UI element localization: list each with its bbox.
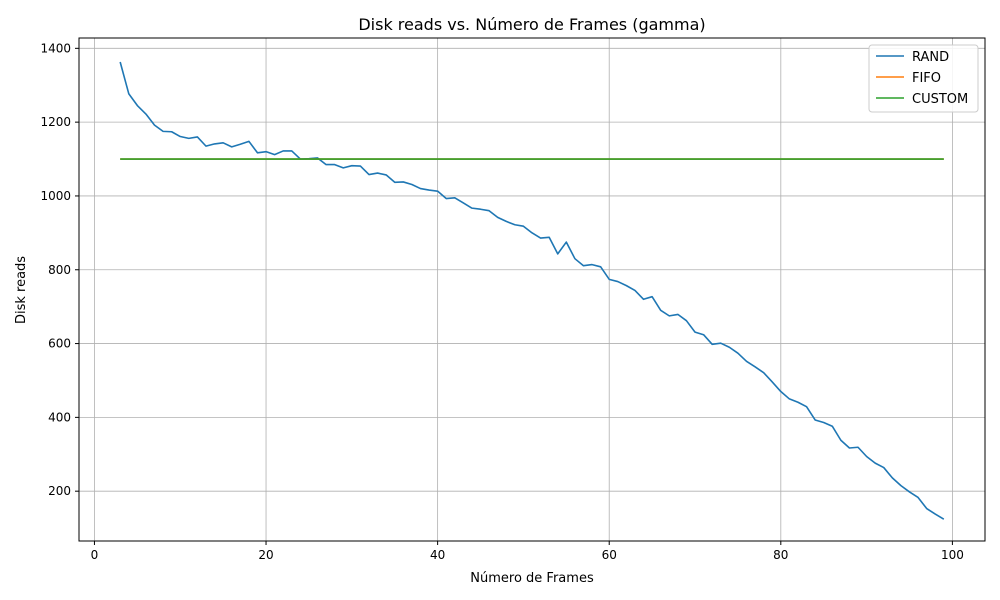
legend-label-fifo: FIFO [912, 71, 941, 86]
x-tick-label: 0 [91, 548, 99, 562]
x-tick-label: 20 [258, 548, 273, 562]
axis-ticks: 0 20 40 60 80 100 200 400 600 800 1000 1200 1400 [40, 41, 963, 562]
legend: RAND FIFO CUSTOM [868, 44, 979, 113]
y-tick-label: 200 [48, 484, 71, 498]
x-tick-label: 80 [773, 548, 788, 562]
legend-label-custom: CUSTOM [912, 92, 968, 107]
y-tick-label: 800 [48, 263, 71, 277]
y-tick-label: 600 [48, 337, 71, 351]
x-tick-label: 100 [941, 548, 964, 562]
series-lines [119, 61, 945, 520]
chart-title: Disk reads vs. Número de Frames (gamma) [358, 15, 705, 34]
y-tick-label: 400 [48, 410, 71, 424]
y-tick-label: 1000 [40, 189, 71, 203]
x-axis-title: Número de Frames [470, 571, 594, 586]
y-axis-title: Disk reads [14, 256, 29, 324]
y-tick-label: 1200 [40, 115, 71, 129]
legend-box [868, 44, 979, 113]
y-tick-label: 1400 [40, 41, 71, 55]
series-line-rand [119, 61, 945, 520]
x-tick-label: 60 [602, 548, 617, 562]
legend-label-rand: RAND [912, 50, 949, 65]
plot-area-frame [78, 37, 986, 542]
x-tick-label: 40 [430, 548, 445, 562]
grid [79, 38, 985, 541]
